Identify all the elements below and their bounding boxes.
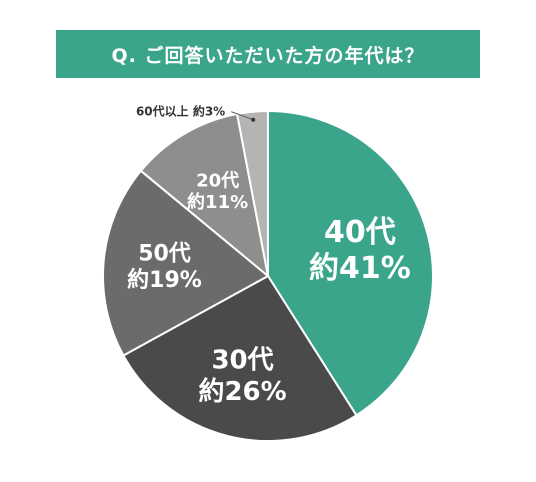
chart-title-bar: Q. ご回答いただいた方の年代は？ — [56, 30, 480, 78]
slice-category-label: 40代 — [324, 215, 396, 250]
slice-value-label: 約41% — [309, 251, 411, 286]
pie-slice-2 — [102, 169, 270, 357]
slice-value-label: 約19% — [127, 267, 202, 293]
chart-title: Q. ご回答いただいた方の年代は？ — [111, 44, 425, 67]
leader-dot — [251, 117, 256, 122]
slice-value-label: 約26% — [198, 376, 286, 407]
slice-category-label: 20代 — [196, 170, 239, 191]
leader-line — [231, 111, 254, 121]
pie-slice-3 — [139, 112, 270, 279]
slice-category-label: 50代 — [138, 242, 191, 267]
slice-value-label: 約11% — [187, 191, 248, 213]
small-slice-label: 60代以上 約3% — [136, 104, 225, 119]
pie-slice-1 — [122, 274, 358, 442]
slice-category-label: 30代 — [211, 346, 273, 376]
